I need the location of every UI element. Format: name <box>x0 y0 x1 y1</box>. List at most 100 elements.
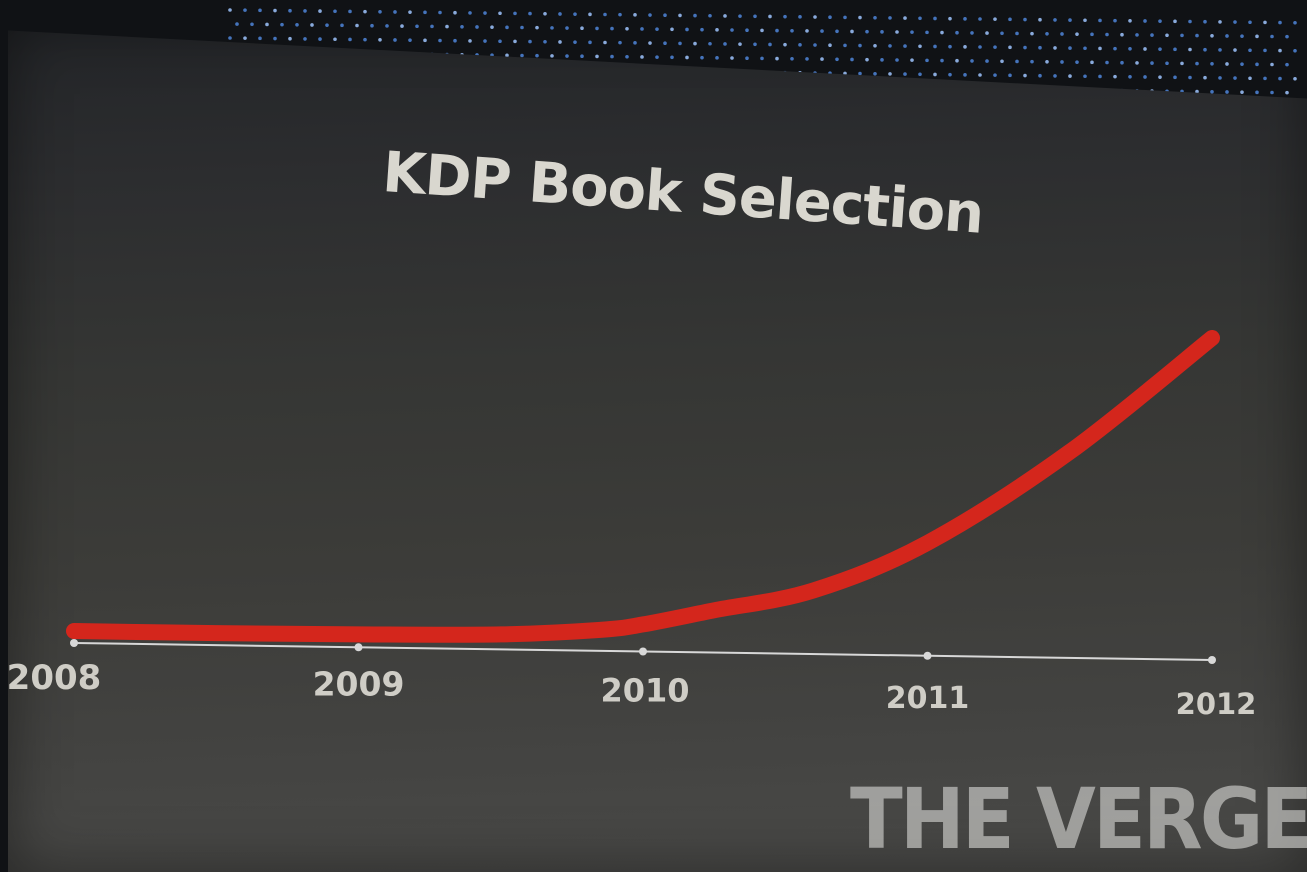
light-dot <box>1030 59 1034 64</box>
light-dot <box>498 11 502 16</box>
light-dot <box>775 56 779 61</box>
light-dot <box>618 12 622 17</box>
light-dot <box>550 54 554 58</box>
light-dot <box>835 29 839 34</box>
light-dot <box>1263 76 1267 81</box>
light-dot <box>520 25 524 30</box>
light-dot <box>790 56 794 61</box>
light-dot <box>738 42 742 46</box>
light-dot <box>1278 76 1282 81</box>
light-dot <box>303 9 307 13</box>
light-dot <box>1188 47 1192 52</box>
light-dot <box>985 31 989 35</box>
light-dot <box>603 40 607 45</box>
light-dot <box>258 36 262 41</box>
light-dot <box>235 22 239 26</box>
light-dot <box>1180 33 1184 38</box>
light-dot <box>1008 73 1012 78</box>
light-dot <box>760 28 764 33</box>
light-dot <box>873 15 877 20</box>
light-dot <box>1083 74 1087 79</box>
light-dot <box>948 16 952 21</box>
light-dot <box>1218 20 1222 24</box>
light-dot <box>325 23 329 27</box>
light-dot <box>970 31 974 35</box>
light-dot <box>1150 33 1154 37</box>
light-dot <box>1150 61 1154 65</box>
x-tick-label-2010: 2010 <box>600 672 689 710</box>
light-dot <box>910 58 914 62</box>
light-dot <box>1158 19 1162 23</box>
light-dot <box>1225 90 1229 94</box>
light-dot <box>633 41 637 45</box>
light-dot <box>1225 62 1229 66</box>
light-dot <box>813 43 817 47</box>
light-dot <box>333 9 337 14</box>
light-dot <box>1248 20 1252 25</box>
light-dot <box>1113 18 1117 23</box>
light-dot <box>850 29 854 34</box>
light-dot <box>580 54 584 59</box>
light-dot <box>1255 34 1259 39</box>
light-dot <box>1083 46 1087 51</box>
light-dot <box>1240 62 1244 66</box>
light-dot <box>595 26 599 31</box>
light-dot <box>1210 33 1214 38</box>
projection-screen <box>8 30 1307 872</box>
light-dot <box>888 16 892 20</box>
light-dot <box>948 72 952 77</box>
light-dot <box>423 10 427 15</box>
light-dot <box>1255 62 1259 67</box>
light-dot <box>258 8 262 13</box>
light-dot <box>1173 19 1177 24</box>
light-dot <box>1083 18 1087 23</box>
light-dot <box>858 43 862 48</box>
light-dot <box>640 27 644 31</box>
light-dot <box>588 40 592 45</box>
light-dot <box>633 13 637 17</box>
light-dot <box>903 44 907 48</box>
light-dot <box>1278 20 1282 25</box>
light-dot <box>760 56 764 61</box>
light-dot <box>1195 61 1199 66</box>
light-dot <box>873 43 877 48</box>
series-line-0 <box>66 330 1220 643</box>
light-dot <box>678 41 682 46</box>
light-dot <box>378 38 382 42</box>
light-dot <box>708 13 712 18</box>
light-dot <box>858 71 862 76</box>
light-dot <box>1038 73 1042 78</box>
light-dot <box>1203 75 1207 80</box>
light-dot <box>798 15 802 19</box>
light-dot <box>273 8 277 13</box>
light-dot <box>340 23 344 28</box>
light-dot <box>895 58 899 62</box>
light-dot <box>880 58 884 62</box>
light-dot <box>603 12 607 17</box>
light-dot <box>625 26 629 31</box>
x-tick-2011 <box>923 651 932 660</box>
light-dot <box>745 56 749 61</box>
light-dot <box>468 39 472 43</box>
light-dot <box>805 57 809 61</box>
light-dot <box>1015 31 1019 36</box>
light-dot <box>1060 60 1064 64</box>
light-dot <box>595 54 599 59</box>
light-dot <box>925 58 929 63</box>
light-dot <box>1240 90 1244 94</box>
light-dot <box>678 13 682 18</box>
light-dot <box>865 57 869 62</box>
light-dot <box>505 53 509 58</box>
light-dot <box>1270 62 1274 67</box>
light-dot <box>1218 48 1222 52</box>
light-dot <box>685 55 689 60</box>
light-dot <box>768 42 772 47</box>
x-tick-label-2008: 2008 <box>7 658 102 698</box>
light-dot <box>1075 60 1079 64</box>
light-dot <box>1038 45 1042 50</box>
light-dot <box>948 44 952 49</box>
light-dot <box>1075 32 1079 36</box>
light-dot <box>1113 46 1117 51</box>
light-dot <box>978 45 982 49</box>
